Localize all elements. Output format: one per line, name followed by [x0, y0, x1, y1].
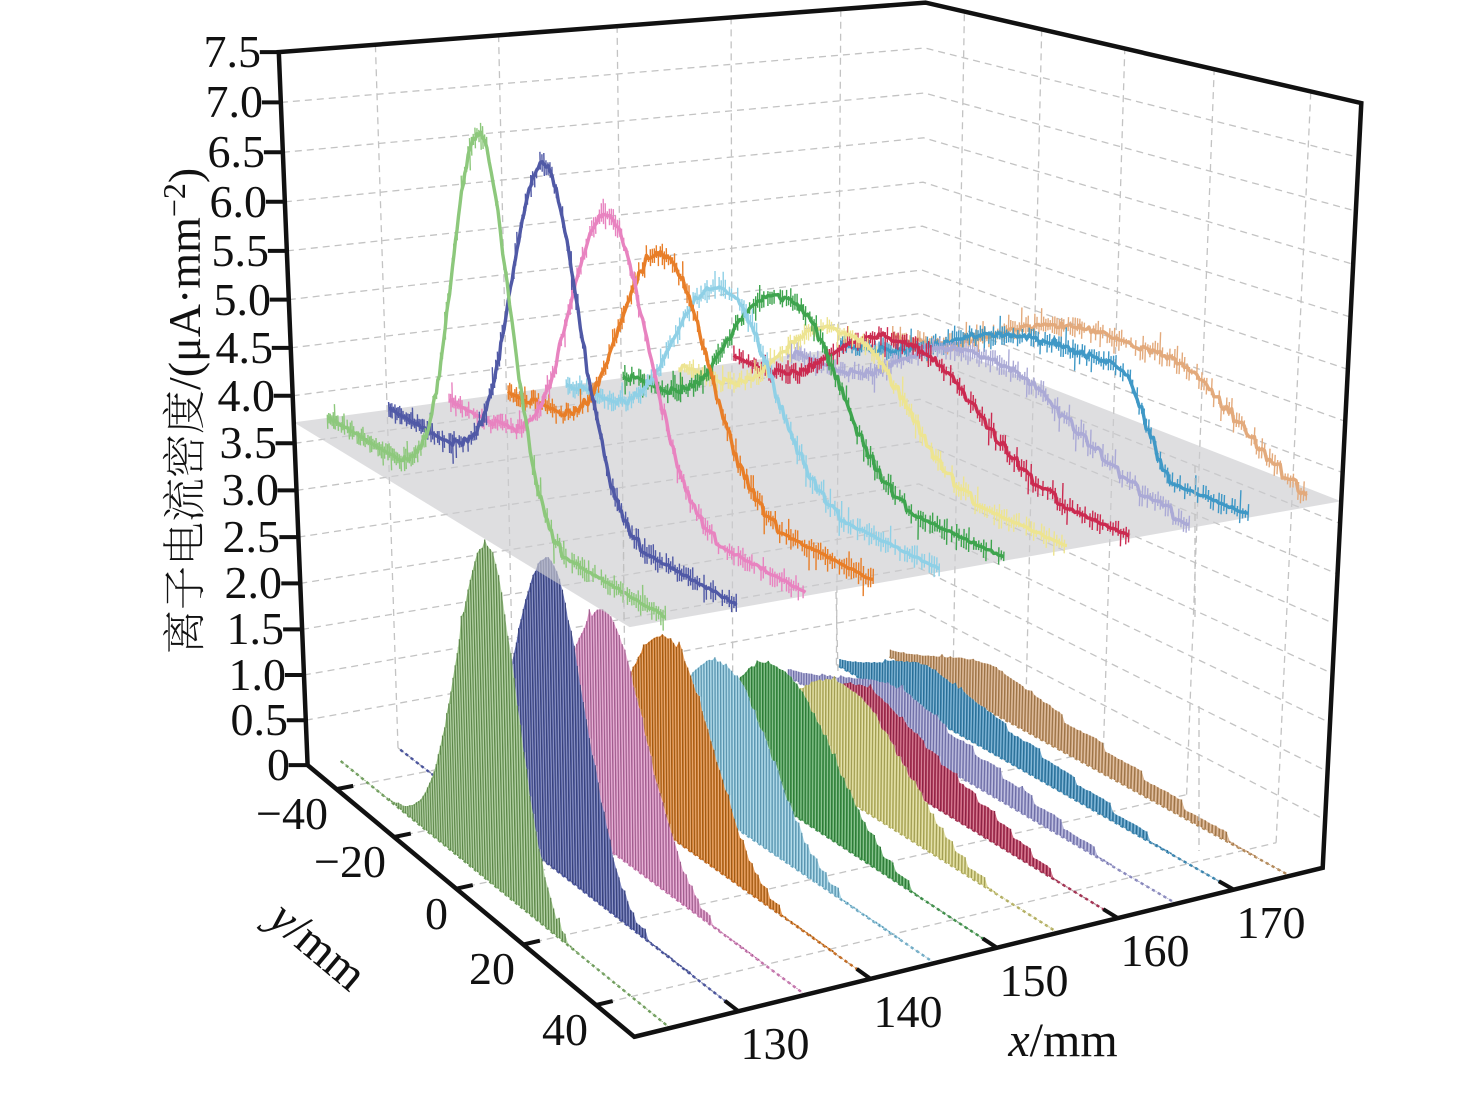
svg-text:20: 20 [469, 943, 515, 994]
svg-text:1.0: 1.0 [229, 649, 287, 700]
svg-text:40: 40 [542, 1004, 588, 1055]
svg-text:6.5: 6.5 [208, 126, 266, 177]
svg-text:4.5: 4.5 [216, 322, 274, 373]
svg-text:3.0: 3.0 [222, 464, 280, 515]
svg-text:4.0: 4.0 [218, 370, 276, 421]
svg-text:5.5: 5.5 [212, 225, 270, 276]
svg-text:170: 170 [1237, 897, 1306, 948]
svg-text:0: 0 [267, 739, 290, 790]
svg-text:0: 0 [425, 888, 448, 939]
svg-text:140: 140 [874, 986, 943, 1037]
svg-text:5.0: 5.0 [214, 274, 272, 325]
svg-text:7.0: 7.0 [206, 76, 264, 127]
svg-text:2.5: 2.5 [223, 511, 281, 562]
svg-text:6.0: 6.0 [210, 176, 268, 227]
svg-text:160: 160 [1121, 925, 1190, 976]
svg-text:3.5: 3.5 [220, 417, 278, 468]
svg-text:−40: −40 [256, 788, 328, 839]
svg-text:130: 130 [741, 1018, 810, 1069]
svg-text:150: 150 [1000, 955, 1069, 1006]
svg-text:/(μA·mm−2): /(μA·mm−2) [156, 168, 210, 390]
svg-text:1.5: 1.5 [227, 603, 285, 654]
svg-text:7.5: 7.5 [204, 26, 262, 77]
svg-text:−20: −20 [314, 836, 386, 887]
svg-text:0.5: 0.5 [231, 694, 289, 745]
svg-text:2.0: 2.0 [225, 557, 283, 608]
svg-text:x/mm: x/mm [1007, 1014, 1117, 1067]
